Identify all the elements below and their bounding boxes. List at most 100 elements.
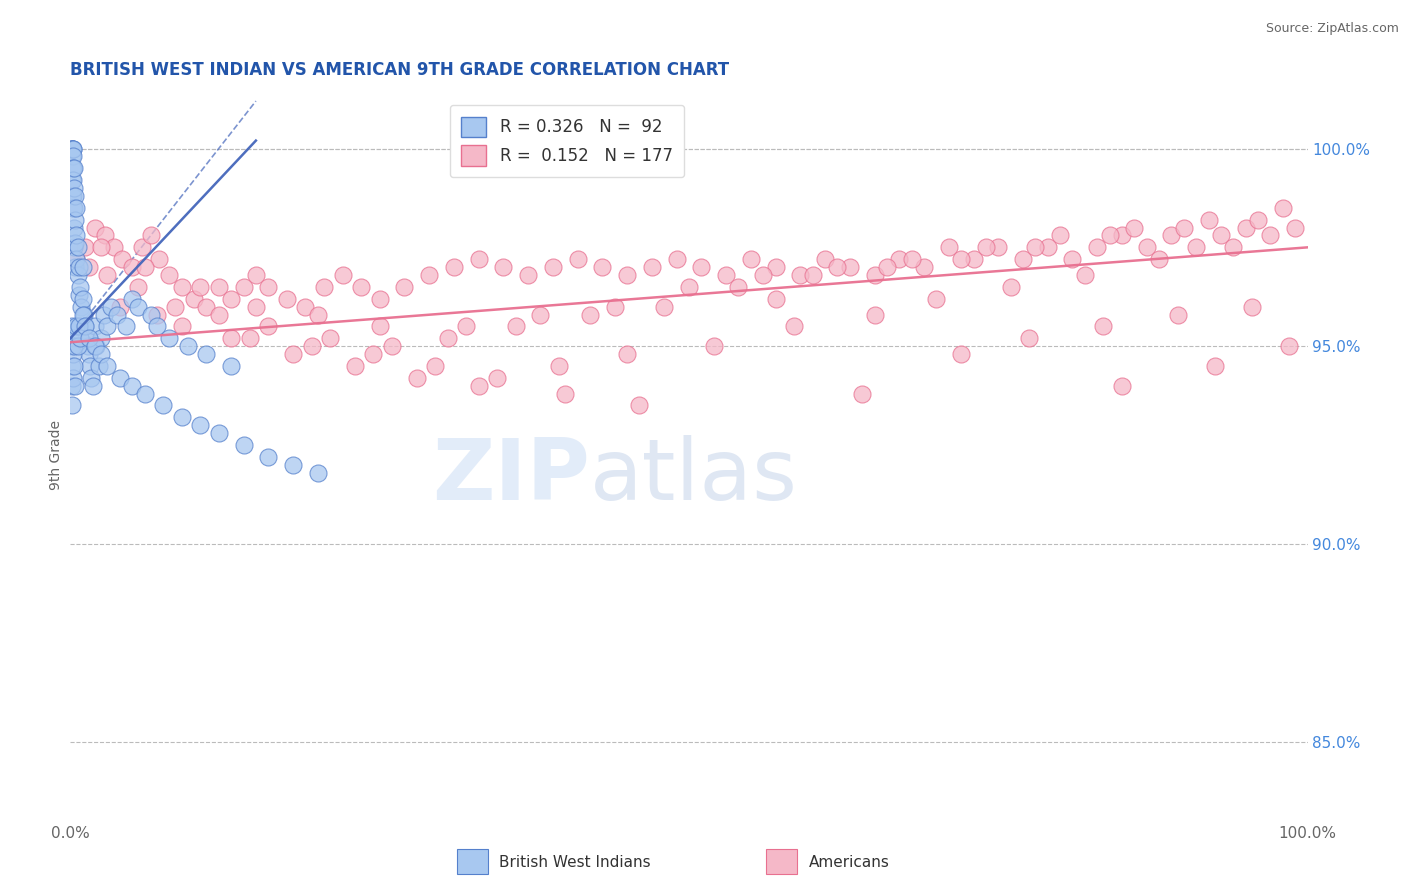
Point [1111, 378, 1133, 392]
Point [75, 240, 97, 254]
Point [90, 347, 112, 361]
Point [65, 252, 87, 267]
Point [1049, 228, 1071, 243]
Point [1074, 268, 1097, 282]
Point [90, 240, 112, 254]
Point [950, 252, 973, 267]
Point [838, 260, 860, 274]
Point [134, 260, 156, 274]
Point [517, 268, 540, 282]
Point [245, 268, 267, 282]
Point [232, 438, 254, 452]
Point [100, 300, 122, 314]
Point [863, 268, 886, 282]
Point [405, 371, 427, 385]
Point [1240, 300, 1263, 314]
Point [72, 260, 94, 274]
Point [974, 240, 997, 254]
Point [245, 300, 267, 314]
Point [60, 399, 83, 413]
Point [950, 347, 973, 361]
Point [312, 280, 335, 294]
Point [62, 161, 84, 176]
Point [84, 339, 107, 353]
Point [75, 319, 97, 334]
Legend: R = 0.326   N =  92, R =  0.152   N = 177: R = 0.326 N = 92, R = 0.152 N = 177 [450, 105, 685, 178]
Point [63, 240, 86, 254]
Point [165, 300, 187, 314]
Point [80, 371, 103, 385]
Point [554, 386, 576, 401]
Point [72, 308, 94, 322]
Point [1000, 280, 1022, 294]
Point [139, 228, 162, 243]
Point [714, 268, 737, 282]
Point [108, 371, 131, 385]
Point [1111, 228, 1133, 243]
Point [177, 339, 200, 353]
Point [67, 287, 90, 301]
Point [1204, 359, 1226, 373]
Point [139, 308, 162, 322]
Point [62, 201, 84, 215]
Point [66, 240, 89, 254]
Point [938, 240, 960, 254]
Point [1173, 220, 1195, 235]
Point [170, 319, 193, 334]
Point [1036, 240, 1059, 254]
Point [1260, 228, 1282, 243]
Point [65, 189, 87, 203]
Point [77, 347, 100, 361]
Point [548, 359, 571, 373]
Point [567, 252, 589, 267]
Point [148, 252, 170, 267]
Point [1278, 339, 1301, 353]
Point [319, 331, 342, 345]
Point [1198, 212, 1220, 227]
Point [72, 292, 94, 306]
Point [70, 300, 93, 314]
Point [146, 308, 169, 322]
Point [84, 339, 107, 353]
Point [1024, 240, 1046, 254]
Point [1160, 228, 1182, 243]
Point [740, 252, 762, 267]
Point [62, 347, 84, 361]
Point [1222, 240, 1244, 254]
Point [789, 268, 811, 282]
Point [425, 359, 447, 373]
Point [239, 331, 262, 345]
Point [188, 280, 211, 294]
Point [170, 280, 193, 294]
Text: British West Indians: British West Indians [499, 855, 651, 870]
Point [591, 260, 613, 274]
Point [60, 141, 83, 155]
Point [60, 149, 83, 163]
Point [467, 378, 489, 392]
Point [157, 268, 180, 282]
Point [94, 228, 117, 243]
Point [63, 181, 86, 195]
Point [208, 280, 231, 294]
Point [65, 201, 87, 215]
Point [60, 189, 83, 203]
Point [765, 292, 787, 306]
Point [678, 280, 700, 294]
Point [1136, 240, 1159, 254]
Point [394, 280, 416, 294]
Point [63, 339, 86, 353]
Point [63, 161, 86, 176]
Point [1209, 228, 1232, 243]
Point [65, 378, 87, 392]
Point [232, 280, 254, 294]
Point [60, 173, 83, 187]
Point [703, 339, 725, 353]
Point [505, 319, 527, 334]
Point [62, 141, 84, 155]
Point [62, 149, 84, 163]
Point [60, 141, 83, 155]
Point [863, 308, 886, 322]
Point [765, 260, 787, 274]
Point [616, 347, 638, 361]
Point [60, 378, 83, 392]
